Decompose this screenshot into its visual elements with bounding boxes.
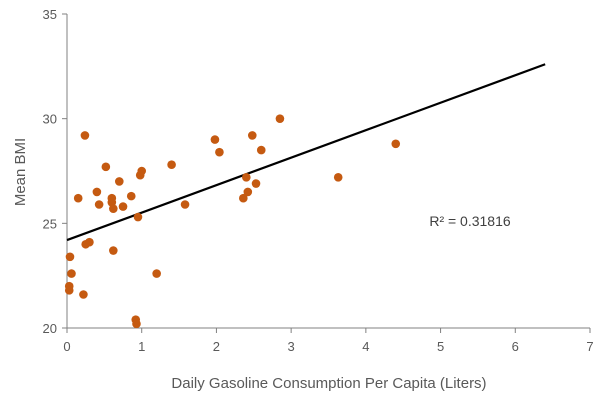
x-tick-label: 4 xyxy=(362,339,369,354)
data-point xyxy=(64,286,74,295)
y-tick-label: 35 xyxy=(43,7,57,22)
y-tick-label: 30 xyxy=(43,112,57,127)
x-axis-title: Daily Gasoline Consumption Per Capita (L… xyxy=(171,375,486,392)
data-point xyxy=(152,269,161,278)
data-point xyxy=(391,139,401,149)
data-point xyxy=(247,131,257,140)
r-squared-annotation: R² = 0.31816 xyxy=(429,213,511,229)
x-tick-label: 1 xyxy=(138,339,145,354)
y-axis-title: Mean BMI xyxy=(12,138,29,206)
data-point xyxy=(85,237,94,247)
x-tick-label: 6 xyxy=(512,339,519,354)
x-tick-label: 7 xyxy=(586,339,593,354)
x-tick-label: 2 xyxy=(213,339,220,354)
data-point xyxy=(118,202,128,211)
data-point xyxy=(101,162,111,172)
data-point xyxy=(73,193,83,203)
data-point xyxy=(115,177,124,186)
data-point xyxy=(180,200,190,209)
axes xyxy=(66,14,590,329)
data-point xyxy=(167,160,176,170)
data-point xyxy=(132,319,141,329)
data-point xyxy=(243,187,253,197)
data-point xyxy=(275,114,285,123)
y-tick-label: 20 xyxy=(43,321,57,336)
data-point xyxy=(210,135,220,144)
data-point xyxy=(333,172,343,182)
data-point xyxy=(65,252,75,262)
data-point xyxy=(109,246,118,255)
x-tick-label: 0 xyxy=(63,339,70,354)
data-point xyxy=(67,269,76,278)
data-point xyxy=(239,193,248,203)
data-point xyxy=(256,145,266,155)
data-point xyxy=(133,212,143,222)
y-tick-group: 20 25 30 35 xyxy=(43,7,67,336)
data-point xyxy=(251,179,261,188)
data-point xyxy=(92,187,102,197)
x-tick-group: 0 1 2 3 4 5 6 7 xyxy=(63,328,594,354)
x-tick-label: 3 xyxy=(288,339,295,354)
data-point xyxy=(79,290,88,299)
data-point xyxy=(215,147,224,157)
data-points xyxy=(64,114,401,329)
data-point xyxy=(242,172,251,182)
data-point xyxy=(94,200,104,209)
x-tick-label: 5 xyxy=(437,339,444,354)
trendline xyxy=(66,63,546,242)
data-point xyxy=(137,166,147,176)
y-tick-label: 25 xyxy=(43,216,57,231)
data-point xyxy=(126,191,136,201)
data-point xyxy=(109,204,118,213)
data-point xyxy=(80,131,90,140)
